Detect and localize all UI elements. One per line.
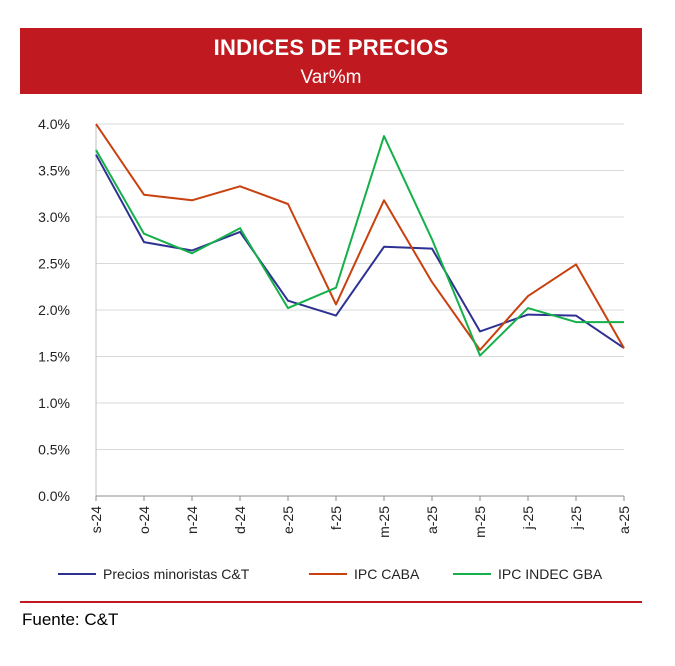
x-tick-label: e-25 [280,506,296,534]
x-tick-label: n-24 [184,506,200,534]
chart-header: INDICES DE PRECIOS Var%m [20,28,642,94]
legend-label: IPC INDEC GBA [498,566,603,582]
y-tick-label: 0.5% [38,442,70,458]
x-tick-label: m-25 [376,506,392,538]
y-tick-label: 1.5% [38,349,70,365]
x-tick-label: d-24 [232,506,248,534]
y-tick-label: 2.5% [38,256,70,272]
source-note: Fuente: C&T [22,610,119,629]
x-tick-label: a-25 [424,506,440,534]
x-tick-label: a-25 [616,506,632,534]
y-tick-label: 0.0% [38,488,70,504]
x-tick-label: s-24 [88,506,104,533]
x-tick-label: o-24 [136,506,152,534]
x-tick-label: j-25 [520,506,536,531]
chart-subtitle: Var%m [300,67,362,88]
y-tick-label: 4.0% [38,116,70,132]
legend-label: IPC CABA [354,566,420,582]
series-line-3 [95,135,624,357]
x-tick-label: f-25 [328,506,344,530]
y-tick-label: 2.0% [38,302,70,318]
y-tick-label: 3.5% [38,163,70,179]
y-tick-label: 1.0% [38,395,70,411]
chart-title: INDICES DE PRECIOS [213,35,449,60]
x-tick-label: m-25 [472,506,488,538]
y-tick-label: 3.0% [38,209,70,225]
footer-divider [20,601,642,603]
legend-label: Precios minoristas C&T [103,566,250,582]
line-chart: 0.0% 0.5% 1.0% 1.5% 2.0% 2.5% 3.0% 3.5% 4.0% s-24… [38,116,632,582]
x-tick-label: j-25 [568,506,584,531]
series-line-2 [95,123,625,351]
